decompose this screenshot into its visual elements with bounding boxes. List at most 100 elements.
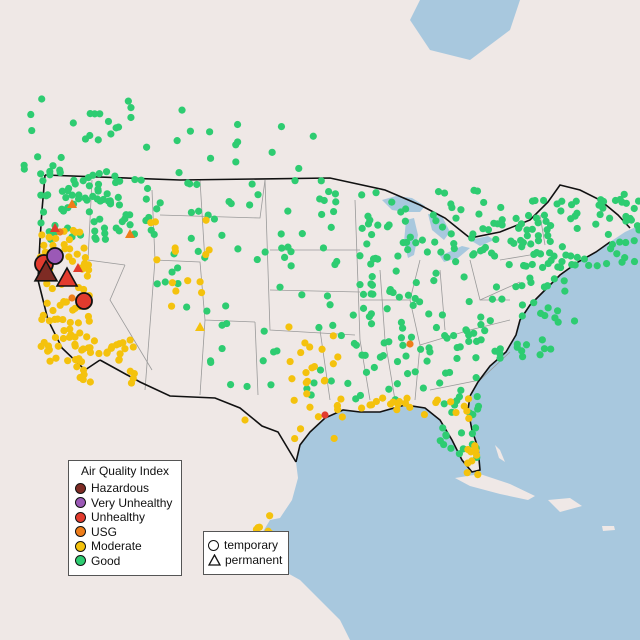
monitor-marker — [383, 305, 391, 313]
monitor-marker — [39, 311, 47, 319]
monitor-marker — [316, 366, 325, 374]
monitor-marker — [173, 264, 182, 272]
monitor-marker — [112, 224, 120, 232]
good-swatch — [75, 555, 86, 567]
monitor-marker — [361, 351, 369, 359]
monitor-marker — [329, 332, 337, 340]
monitor-marker — [119, 339, 127, 347]
monitor-type-legend: temporary permanent — [203, 531, 289, 575]
monitor-marker — [73, 250, 81, 258]
monitor-marker — [469, 251, 477, 259]
monitor-marker — [423, 248, 431, 256]
monitor-marker — [492, 283, 501, 291]
monitor-marker — [528, 260, 536, 269]
monitor-marker — [399, 341, 407, 349]
monitor-marker — [447, 398, 455, 406]
monitor-marker — [436, 437, 444, 445]
monitor-marker — [193, 180, 201, 189]
monitor-marker — [402, 352, 410, 360]
monitor-marker — [59, 315, 67, 324]
monitor-marker — [401, 217, 409, 225]
monitor-marker — [432, 323, 441, 332]
monitor-marker — [310, 363, 319, 371]
monitor-marker — [359, 290, 368, 298]
monitor-marker — [286, 357, 294, 366]
monitor-marker — [60, 240, 68, 249]
monitor-marker — [68, 294, 76, 302]
monitor-marker — [111, 172, 119, 180]
legend-item-usg: USG — [75, 525, 175, 540]
monitor-marker — [425, 344, 433, 352]
monitor-marker — [542, 217, 550, 225]
legend-label: Hazardous — [91, 481, 150, 496]
monitor-marker — [114, 123, 123, 131]
monitor-marker — [127, 113, 135, 122]
monitor-marker — [39, 177, 47, 185]
monitor-marker — [58, 187, 66, 195]
monitor-marker — [352, 341, 360, 349]
monitor-marker — [329, 321, 337, 330]
monitor-marker — [80, 261, 88, 269]
monitor-marker — [327, 223, 335, 231]
monitor-marker — [89, 171, 97, 179]
monitor-marker — [538, 336, 546, 344]
monitor-marker — [397, 334, 406, 342]
monitor-marker — [44, 347, 52, 355]
monitor-marker — [285, 323, 293, 331]
monitor-marker — [635, 226, 640, 234]
monitor-marker — [86, 378, 94, 386]
monitor-marker — [518, 353, 527, 361]
legend-label: permanent — [225, 552, 283, 567]
legend-label: USG — [91, 524, 118, 539]
monitor-marker — [573, 224, 581, 233]
puerto-rico — [602, 526, 615, 531]
monitor-marker — [557, 207, 565, 215]
monitor-marker — [291, 177, 299, 185]
monitor-marker — [540, 345, 549, 353]
monitor-marker — [303, 385, 311, 393]
monitor-marker — [518, 347, 526, 355]
hispaniola — [548, 498, 582, 512]
monitor-marker — [385, 221, 393, 229]
monitor-marker — [59, 334, 67, 343]
circle-icon — [208, 539, 219, 551]
monitor-marker — [79, 366, 88, 374]
monitor-marker — [517, 236, 525, 245]
monitor-marker — [206, 128, 214, 136]
monitor-marker — [183, 303, 191, 311]
monitor-marker — [253, 255, 261, 264]
triangle-icon — [208, 553, 221, 566]
monitor-marker — [51, 333, 60, 342]
monitor-marker — [232, 158, 240, 166]
monitor-marker — [385, 385, 393, 393]
monitor-marker — [338, 413, 346, 421]
monitor-marker — [143, 184, 152, 193]
monitor-marker — [81, 254, 89, 262]
monitor-marker — [301, 339, 309, 347]
monitor-marker — [524, 211, 533, 220]
moderate-swatch — [75, 540, 86, 552]
monitor-marker — [28, 126, 36, 135]
monitor-marker — [398, 324, 407, 332]
monitor-marker — [393, 380, 401, 388]
monitor-marker — [457, 386, 465, 394]
monitor-marker — [142, 195, 150, 203]
monitor-marker — [571, 261, 579, 269]
monitor-marker — [49, 162, 57, 170]
monitor-marker — [234, 245, 242, 253]
monitor-marker — [66, 325, 74, 333]
monitor-marker — [122, 211, 130, 219]
monitor-marker — [432, 217, 440, 225]
monitor-marker — [276, 283, 284, 291]
monitor-marker — [103, 190, 111, 198]
monitor-marker — [520, 261, 528, 270]
monitor-marker — [456, 343, 464, 351]
monitor-marker — [37, 191, 45, 199]
monitor-marker — [202, 250, 210, 259]
monitor-marker — [357, 404, 366, 412]
monitor-marker — [585, 261, 593, 270]
monitor-marker — [129, 374, 137, 383]
monitor-marker — [540, 211, 549, 219]
monitor-marker — [406, 340, 414, 348]
monitor-marker — [46, 247, 64, 265]
